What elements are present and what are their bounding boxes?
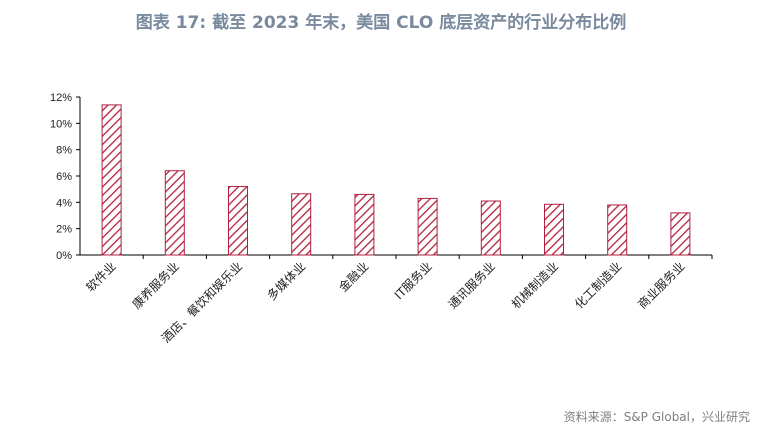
- x-tick-label: 化工制造业: [572, 259, 624, 311]
- y-tick-label: 10%: [50, 118, 72, 130]
- bar: [164, 170, 185, 256]
- x-tick-label: 商业服务业: [634, 259, 687, 312]
- x-tick-label: 金融业: [335, 259, 371, 295]
- x-tick-label: 软件业: [83, 259, 118, 294]
- y-tick-label: 4%: [56, 197, 72, 209]
- bar: [480, 200, 501, 256]
- bar: [670, 212, 691, 256]
- x-tick-label: 多媒体业: [264, 259, 308, 303]
- y-tick-label: 12%: [50, 92, 72, 104]
- x-tick-label: IT服务业: [391, 259, 435, 303]
- source-note: 资料来源：S&P Global，兴业研究: [563, 410, 750, 424]
- x-tick-label: 机械制造业: [508, 259, 561, 312]
- y-tick-label: 6%: [56, 171, 72, 183]
- bar: [354, 193, 375, 256]
- y-tick-label: 2%: [56, 224, 72, 236]
- y-tick-label: 8%: [56, 145, 72, 157]
- x-tick-label: 通讯服务业: [445, 259, 498, 312]
- bar: [291, 193, 312, 256]
- bar: [607, 204, 628, 256]
- bar: [101, 104, 122, 256]
- bar: [228, 186, 248, 256]
- bar: [417, 197, 438, 256]
- y-tick-label: 0%: [56, 250, 72, 262]
- chart-title: 图表 17: 截至 2023 年末，美国 CLO 底层资产的行业分布比例: [135, 13, 627, 33]
- x-tick-label: 康养服务业: [129, 259, 182, 312]
- bar: [544, 203, 564, 256]
